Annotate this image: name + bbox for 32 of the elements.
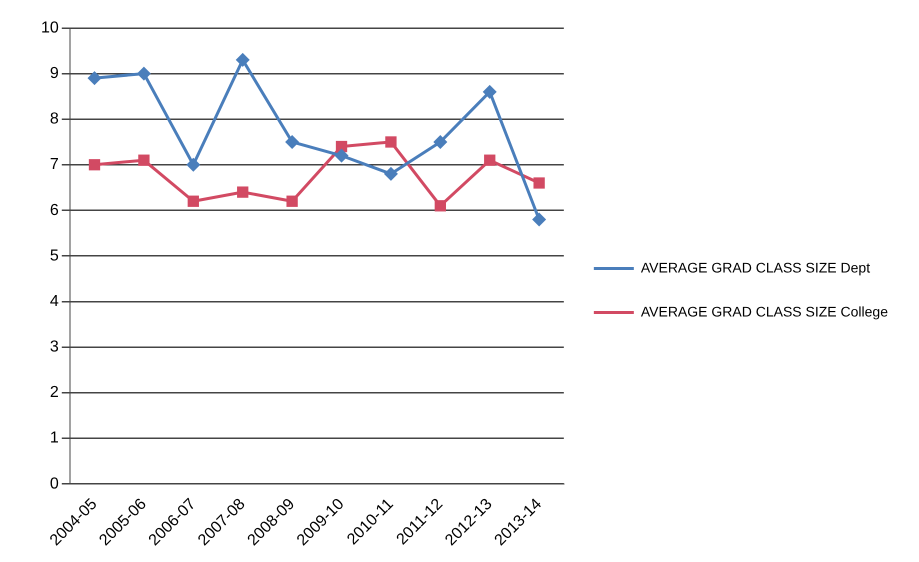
point bbox=[533, 177, 545, 189]
y-tick-label: 9 bbox=[50, 64, 59, 82]
y-tick-label: 8 bbox=[50, 110, 59, 128]
y-tick-label: 4 bbox=[50, 292, 59, 310]
point bbox=[236, 52, 250, 67]
y-tick-label: 10 bbox=[41, 19, 59, 36]
point bbox=[532, 212, 546, 226]
y-tick-label: 5 bbox=[50, 247, 59, 264]
y-tick-label: 2 bbox=[50, 384, 59, 402]
point bbox=[136, 66, 151, 81]
legend-label: AVERAGE GRAD CLASS SIZE College bbox=[640, 303, 888, 320]
point bbox=[484, 154, 496, 166]
point bbox=[385, 136, 397, 148]
y-tick-label: 3 bbox=[50, 338, 59, 356]
point bbox=[88, 159, 100, 170]
y-tick-label: 1 bbox=[50, 430, 59, 447]
point bbox=[286, 196, 298, 207]
point bbox=[138, 154, 150, 166]
point bbox=[88, 71, 102, 86]
y-tick-label: 0 bbox=[50, 475, 59, 492]
point bbox=[285, 134, 300, 149]
point bbox=[433, 134, 448, 149]
y-tick-label: 6 bbox=[50, 202, 59, 219]
legend-label: AVERAGE GRAD CLASS SIZE Dept bbox=[640, 259, 870, 276]
point bbox=[384, 166, 398, 181]
point bbox=[188, 196, 199, 207]
point bbox=[482, 84, 497, 99]
point bbox=[434, 200, 446, 212]
point bbox=[334, 148, 349, 163]
point bbox=[237, 186, 248, 198]
point bbox=[186, 158, 200, 172]
y-tick-label: 7 bbox=[50, 156, 59, 174]
